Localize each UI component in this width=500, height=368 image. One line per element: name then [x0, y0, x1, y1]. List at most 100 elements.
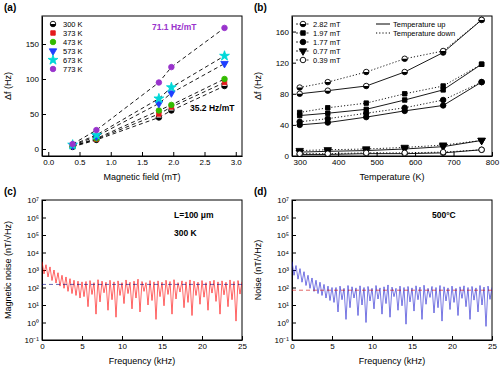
- tick-label: 10⁰: [27, 319, 39, 328]
- marks: [292, 262, 492, 327]
- tick: 10⁷: [277, 196, 296, 205]
- marker: [440, 103, 446, 109]
- tick: 120: [276, 59, 296, 68]
- legend: 300 K373 K473 K573 K673 K773 K: [48, 20, 83, 74]
- marker: [221, 61, 228, 67]
- marker-shape: [402, 151, 408, 156]
- tick-mark: [292, 125, 296, 126]
- tick: 10⁵: [27, 231, 46, 240]
- tick-label: 1.0: [106, 158, 118, 167]
- series-line: [300, 82, 482, 122]
- tick-label: 0: [35, 145, 40, 154]
- tick-label: 160: [276, 28, 290, 37]
- marker: [479, 79, 485, 85]
- tick-mark: [492, 152, 493, 156]
- marker-half: [156, 118, 162, 121]
- marker-shape: [479, 17, 485, 23]
- legend-marker: [50, 21, 56, 27]
- tick-mark: [242, 336, 243, 340]
- marker: [402, 69, 408, 75]
- tick-label: 10⁰: [277, 319, 289, 328]
- tick-label: 10²: [27, 284, 39, 293]
- figure: 0.00.51.01.52.02.53.0050100150300 K373 K…: [0, 0, 500, 368]
- tick: 2.5: [199, 152, 211, 167]
- marker: [326, 106, 330, 110]
- marker-shape: [156, 80, 162, 86]
- tick-label: 700: [447, 158, 461, 167]
- tick: 10⁷: [27, 196, 46, 205]
- marker-shape: [297, 151, 303, 156]
- tick-mark: [236, 152, 237, 156]
- tick-mark: [42, 149, 46, 150]
- series-line: [42, 284, 242, 285]
- marker-shape: [326, 111, 330, 115]
- marker: [479, 79, 485, 85]
- tick-mark: [292, 270, 296, 271]
- marker-half: [222, 86, 228, 89]
- series-line: [292, 262, 492, 327]
- tick: 0: [35, 145, 46, 154]
- marker: [363, 151, 369, 156]
- panel: 051015202510⁻¹10⁰10¹10²10³10⁴10⁵10⁶10⁷50…: [253, 186, 497, 366]
- y-axis-title: Noise (nT/√Hz): [253, 240, 263, 300]
- marker-shape: [439, 143, 446, 149]
- tick: 2.0: [168, 152, 180, 167]
- axis-line: [293, 156, 493, 157]
- tick-mark: [42, 200, 46, 201]
- axis-line: [43, 340, 243, 341]
- legend-label: 773 K: [63, 65, 83, 74]
- legend-marker: [50, 39, 56, 45]
- tick-label: 25: [238, 342, 247, 351]
- tick: 20: [448, 336, 457, 351]
- tick-label: 25: [488, 342, 497, 351]
- series-line: [292, 290, 492, 291]
- tick-label: 10⁴: [277, 249, 290, 258]
- marks: [42, 262, 242, 321]
- marker: [440, 97, 446, 103]
- marker: [478, 138, 485, 144]
- panel: 051015202510⁻¹10⁰10¹10²10³10⁴10⁵10⁶10⁷L=…: [3, 186, 247, 366]
- tick-label: 10⁵: [27, 231, 39, 240]
- tick-label: 10³: [277, 266, 289, 275]
- marker: [363, 110, 369, 116]
- legend-line: [376, 24, 390, 25]
- axis: 10⁻¹10⁰10¹10²10³10⁴10⁵10⁶10⁷: [274, 196, 296, 345]
- tick-mark: [42, 340, 46, 341]
- legend-marker: [301, 31, 305, 35]
- series-line: [73, 56, 225, 145]
- marker: [364, 101, 368, 105]
- marker-shape: [478, 138, 485, 144]
- marker-half: [325, 91, 331, 94]
- tick: 0.5: [74, 152, 86, 167]
- marker-half: [325, 82, 331, 85]
- marker-shape: [479, 62, 483, 66]
- tick-label: 0: [290, 342, 295, 351]
- marker-half: [440, 51, 446, 54]
- marker: [297, 151, 303, 156]
- tick-label: 600: [409, 158, 423, 167]
- marker-shape: [440, 48, 446, 54]
- marker: [479, 17, 485, 23]
- tick-mark: [111, 152, 112, 156]
- x-axis-title: Magnetic field (mT): [103, 172, 180, 182]
- tick-label: 300: [294, 158, 308, 167]
- tick: 40: [280, 121, 296, 130]
- tick-label: 10⁴: [27, 249, 40, 258]
- tick-label: 150: [26, 40, 40, 49]
- marker: [440, 150, 446, 156]
- legend-label: 573 K: [63, 47, 83, 56]
- marker-shape: [48, 55, 58, 64]
- tick: 0.0: [43, 152, 55, 167]
- tick: 10¹: [27, 301, 46, 310]
- tick-mark: [42, 323, 46, 324]
- marker-shape: [221, 61, 228, 67]
- tick-label: 5: [80, 342, 85, 351]
- marker: [169, 102, 175, 108]
- tick-mark: [292, 218, 296, 219]
- tick: 10: [118, 336, 127, 351]
- annotation: 71.1 Hz/mT: [152, 22, 197, 32]
- legend-label: Temperature down: [393, 29, 455, 38]
- x-axis-title: Frequency (kHz): [359, 356, 426, 366]
- marker-half: [300, 24, 306, 27]
- tick: 5: [330, 336, 335, 351]
